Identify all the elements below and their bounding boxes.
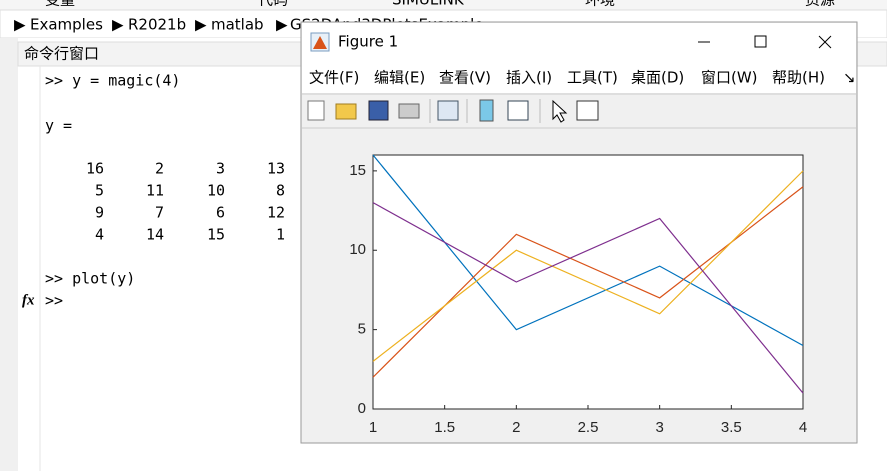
tool-new[interactable]: [307, 100, 325, 121]
toolbar: [307, 99, 599, 123]
matrix-cell: 7: [155, 204, 164, 222]
toolstrip: [0, 0, 887, 10]
matrix-cell: 12: [267, 204, 285, 222]
window-title: Figure 1: [338, 33, 398, 51]
matrix-cell: 1: [276, 226, 285, 244]
matrix-cell: 16: [86, 160, 104, 178]
matrix: 16 2 3 13 5 11 10 8 9 7 6 12 4 14 15 1: [86, 160, 285, 244]
app-icon-glyph: [313, 36, 327, 49]
series-line: [372, 170, 804, 362]
menu-item[interactable]: 帮助(H): [772, 69, 825, 87]
x-tick-label: 4: [799, 419, 807, 436]
close[interactable]: [818, 35, 832, 49]
menu-bar: [302, 61, 856, 93]
matrix-cell: 3: [216, 160, 225, 178]
matrix-cell: 10: [207, 182, 225, 200]
tool-legend[interactable]: [507, 100, 529, 121]
tool-save[interactable]: [368, 100, 389, 121]
menu-item[interactable]: 工具(T): [567, 69, 618, 87]
tab[interactable]: 资源: [805, 0, 835, 9]
sep: ▶: [276, 16, 288, 34]
y-tick-label: 10: [349, 241, 366, 258]
menu-item[interactable]: 文件(F): [309, 69, 359, 87]
matrix-cell: 15: [207, 226, 225, 244]
breadcrumb-item[interactable]: R2021b: [128, 16, 186, 34]
menu-overflow[interactable]: ↘: [843, 69, 856, 87]
output: y =: [45, 117, 72, 135]
matrix-cell: 4: [95, 226, 104, 244]
menu-item[interactable]: 查看(V): [439, 69, 491, 87]
tool-print[interactable]: [398, 103, 420, 119]
breadcrumb-item[interactable]: matlab: [211, 16, 264, 34]
tool-dock[interactable]: [576, 100, 599, 121]
matrix-cell: 14: [146, 226, 164, 244]
maximize[interactable]: [754, 35, 767, 48]
command: >> plot(y): [45, 270, 135, 288]
matrix-cell: 2: [155, 160, 164, 178]
menu-item[interactable]: 桌面(D): [631, 69, 684, 87]
y-tick-label: 5: [358, 321, 366, 338]
tool-link[interactable]: [437, 100, 459, 121]
sep: ▶: [112, 16, 124, 34]
menu: 文件(F) 编辑(E) 查看(V) 插入(I) 工具(T) 桌面(D) 窗口(W) 帮助(H): [309, 69, 825, 87]
tool-pointer[interactable]: [552, 99, 568, 123]
x-tick-label: 3.5: [721, 419, 742, 436]
matrix-cell: 6: [216, 204, 225, 222]
tab[interactable]: 环境: [585, 0, 615, 9]
menu-item[interactable]: 编辑(E): [374, 69, 425, 87]
x-tick-label: 3: [655, 419, 663, 436]
figure-window: Figure 1 文件(F) 编辑(E) 查看(V) 插入(I) 工具(T) 桌面(D) 窗…: [300, 21, 858, 444]
matrix-cell: 5: [95, 182, 104, 200]
tab[interactable]: SIMULINK: [392, 0, 465, 9]
menu-item[interactable]: 插入(I): [506, 69, 552, 87]
sep: ▶: [14, 16, 26, 34]
side-panel: [0, 38, 18, 471]
matrix-cell: 13: [267, 160, 285, 178]
fx-icon[interactable]: fx: [22, 292, 35, 308]
x-tick-label: 2: [512, 419, 520, 436]
tool-open[interactable]: [335, 103, 357, 120]
matrix-cell: 9: [95, 204, 104, 222]
tab[interactable]: 代码: [258, 0, 288, 9]
command: >> y = magic(4): [45, 72, 180, 90]
x-tick-label: 1.5: [434, 419, 455, 436]
y-tick-label: 0: [358, 400, 366, 417]
sep: ▶: [195, 16, 207, 34]
breadcrumb-item[interactable]: Examples: [30, 16, 103, 34]
tab[interactable]: 变量: [45, 0, 75, 9]
tool-colorbar[interactable]: [479, 99, 494, 122]
panel-title: 命令行窗口: [24, 45, 99, 63]
axes: 0 5 10 15 1 1.5 2 2.5 3 3.5 4: [349, 154, 807, 436]
title-bar: [302, 23, 856, 61]
y-tick-label: 15: [349, 162, 366, 179]
x-tick-label: 1: [369, 419, 377, 436]
matrix-cell: 8: [276, 182, 285, 200]
matrix-cell: 11: [146, 182, 164, 200]
x-tick-label: 2.5: [578, 419, 599, 436]
series-line: [372, 202, 804, 394]
menu-item[interactable]: 窗口(W): [701, 69, 758, 87]
prompt[interactable]: >>: [45, 292, 63, 310]
